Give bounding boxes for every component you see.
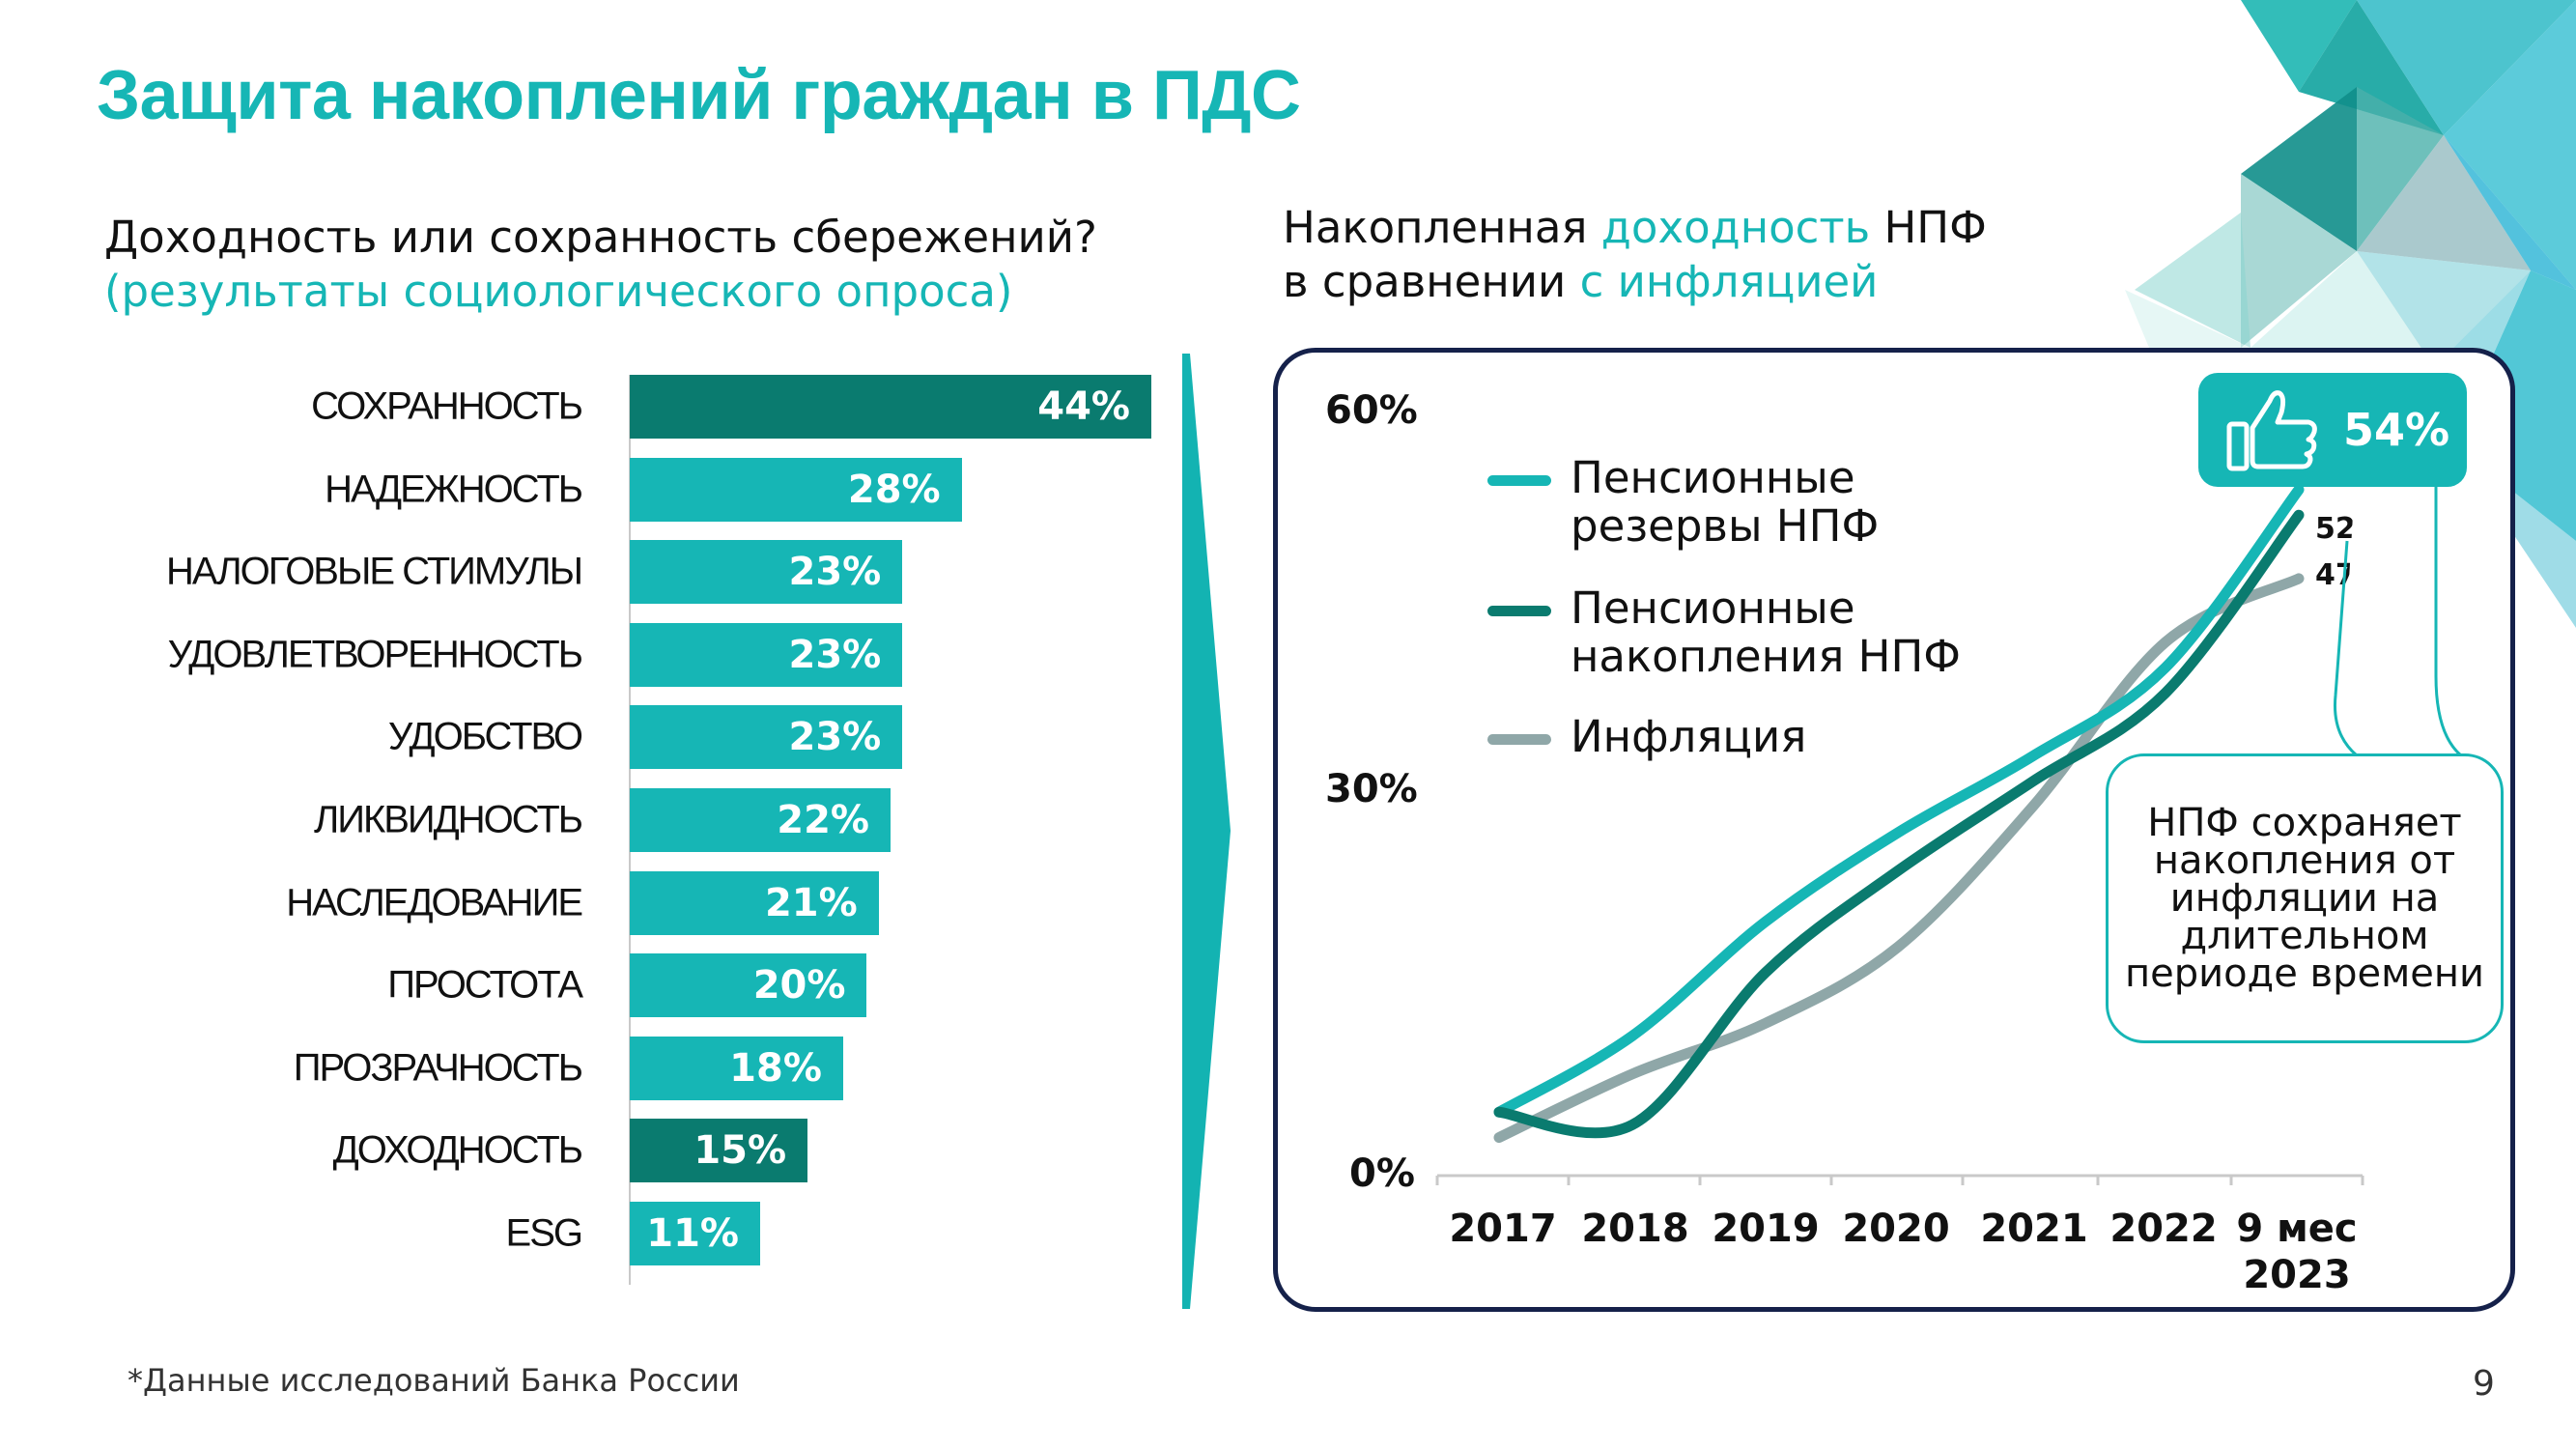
bar: 23% <box>630 540 903 605</box>
legend-item-savings: Пенсионные накопления НПФ <box>1487 584 1976 681</box>
heading-accent-inflation: с инфляцией <box>1579 256 1879 307</box>
y-tick-label: 60% <box>1325 388 1418 433</box>
thumbs-up-icon <box>2226 390 2317 471</box>
x-tick-label: 2022 <box>2109 1207 2218 1251</box>
y-tick-label: 0% <box>1349 1151 1415 1196</box>
legend-label: Пенсионные резервы НПФ <box>1571 452 1880 552</box>
heading-text: НПФ <box>1870 202 1987 253</box>
right-heading-line1: Накопленная доходность НПФ <box>1283 201 1987 255</box>
bar-category-label: НАЛОГОВЫЕ СТИМУЛЫ <box>165 550 583 593</box>
callout-box: НПФ сохраняет накопления от инфляции на … <box>2106 753 2504 1043</box>
bar-value-label: 11% <box>646 1211 739 1256</box>
separator-arrow <box>1182 354 1231 1309</box>
bar-category-label: ЛИКВИДНОСТЬ <box>313 798 583 841</box>
heading-accent-yield: доходность <box>1600 202 1871 253</box>
x-tick-label: 9 мес 2023 <box>2236 1207 2358 1297</box>
result-badge: 54% <box>2198 373 2467 487</box>
bar: 21% <box>630 870 879 935</box>
x-tick-label: 2020 <box>1842 1207 1950 1251</box>
bar: 11% <box>630 1202 760 1265</box>
bar: 22% <box>630 788 891 852</box>
bar-category-label: ДОХОДНОСТЬ <box>332 1128 583 1172</box>
bar-category-label: СОХРАННОСТЬ <box>311 384 583 428</box>
series-line-savings <box>1493 509 2305 1139</box>
bar-category-label: ESG <box>505 1211 583 1255</box>
right-heading-line2: в сравнении с инфляцией <box>1283 255 1987 309</box>
right-heading: Накопленная доходность НПФ в сравнении с… <box>1283 201 1987 309</box>
bar-value-label: 44% <box>1037 384 1130 429</box>
series-line-reserves <box>1493 484 2305 1118</box>
bar-value-label: 18% <box>729 1045 822 1091</box>
bar: 28% <box>630 457 962 522</box>
badge-value: 54% <box>2343 404 2450 456</box>
bar: 23% <box>630 622 903 687</box>
bar-category-label: УДОБСТВО <box>387 715 583 758</box>
legend-swatch <box>1487 734 1551 745</box>
bar-value-label: 23% <box>788 715 882 760</box>
bar-value-label: 22% <box>777 798 869 842</box>
bar-value-label: 23% <box>788 632 882 677</box>
legend-swatch <box>1487 475 1551 486</box>
left-heading-subtitle: (результаты социологического опроса) <box>104 266 1013 317</box>
page-number: 9 <box>2473 1364 2495 1404</box>
bar: 20% <box>630 953 867 1018</box>
legend-label: Пенсионные накопления НПФ <box>1571 582 1962 682</box>
bar-value-label: 21% <box>764 880 858 925</box>
footnote: *Данные исследований Банка России <box>127 1362 740 1399</box>
bar-category-label: НАДЕЖНОСТЬ <box>325 468 583 511</box>
x-tick-label: 2018 <box>1581 1207 1689 1251</box>
bar-category-label: НАСЛЕДОВАНИЕ <box>286 881 583 924</box>
bar: 44% <box>630 375 1151 439</box>
bar: 15% <box>630 1119 808 1183</box>
bar-category-label: УДОВЛЕТВОРЕННОСТЬ <box>167 633 583 676</box>
bar-value-label: 15% <box>694 1128 787 1174</box>
heading-text: в сравнении <box>1283 256 1580 307</box>
legend-label: Инфляция <box>1571 711 1807 762</box>
bar-value-label: 28% <box>847 467 941 512</box>
bar-value-label: 23% <box>788 550 882 595</box>
left-heading-question: Доходность или сохранность сбережений? <box>104 212 1097 263</box>
legend-item-inflation: Инфляция <box>1487 713 1976 761</box>
legend-swatch <box>1487 606 1551 616</box>
bar: 18% <box>630 1036 843 1100</box>
legend-item-reserves: Пенсионные резервы НПФ <box>1487 454 1976 551</box>
x-tick-label: 2017 <box>1449 1207 1557 1251</box>
heading-text: Накопленная <box>1283 202 1601 253</box>
page-title: Защита накоплений граждан в ПДС <box>97 57 1301 134</box>
bar: 23% <box>630 705 903 770</box>
bar-category-label: ПРОСТОТА <box>387 963 583 1007</box>
x-tick-label: 2019 <box>1712 1207 1820 1251</box>
y-tick-label: 30% <box>1325 767 1418 811</box>
left-heading: Доходность или сохранность сбережений? (… <box>104 211 1097 319</box>
bar-category-label: ПРОЗРАЧНОСТЬ <box>293 1046 583 1090</box>
bar-value-label: 20% <box>752 963 846 1009</box>
series-line-inflation <box>1493 573 2305 1144</box>
x-tick-label: 2021 <box>1980 1207 2088 1251</box>
